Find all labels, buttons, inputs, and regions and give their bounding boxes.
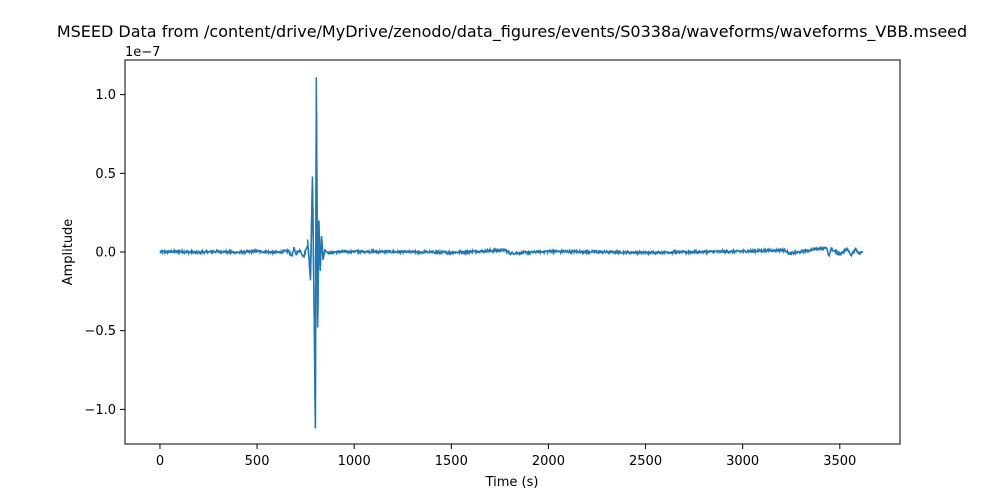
series-group bbox=[159, 77, 864, 429]
waveform-main-arrival bbox=[306, 77, 326, 429]
y-tick-label: 1.0 bbox=[95, 88, 116, 103]
x-tick-label: 1000 bbox=[338, 454, 371, 469]
x-tick-label: 0 bbox=[156, 454, 164, 469]
y-tick-label: −0.5 bbox=[84, 324, 116, 339]
y-tick-label: −1.0 bbox=[84, 403, 116, 418]
x-tick-label: 2500 bbox=[629, 454, 662, 469]
x-tick-label: 500 bbox=[245, 454, 270, 469]
y-axis-label: Amplitude bbox=[61, 219, 76, 286]
x-axis: 0 500 1000 1500 2000 2500 3000 3500 bbox=[156, 444, 856, 469]
y-tick-label: 0.5 bbox=[95, 167, 116, 182]
x-tick-label: 1500 bbox=[435, 454, 468, 469]
waveform-line bbox=[159, 113, 864, 429]
y-tick-label: 0.0 bbox=[95, 246, 116, 261]
x-tick-label: 3000 bbox=[726, 454, 759, 469]
chart-title: MSEED Data from /content/drive/MyDrive/z… bbox=[57, 22, 967, 42]
x-axis-label: Time (s) bbox=[485, 475, 539, 490]
x-tick-label: 2000 bbox=[532, 454, 565, 469]
x-tick-label: 3500 bbox=[823, 454, 856, 469]
y-axis: −1.0 −0.5 0.0 0.5 1.0 bbox=[84, 88, 125, 418]
y-offset-label: 1e−7 bbox=[125, 45, 160, 60]
